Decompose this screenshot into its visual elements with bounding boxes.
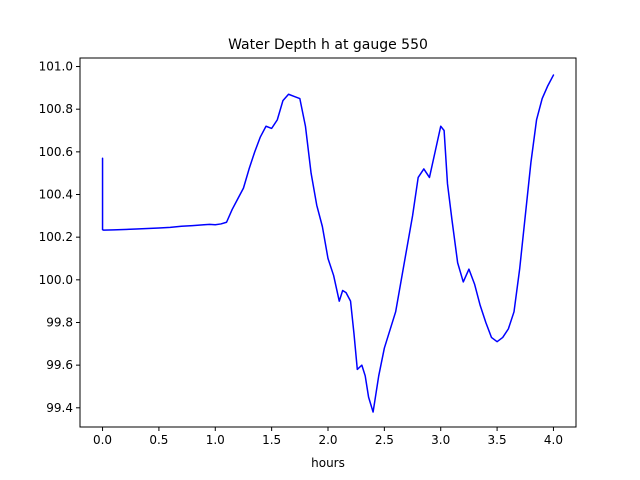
series-line bbox=[101, 74, 555, 413]
x-tick-label: 4.0 bbox=[544, 433, 563, 447]
y-tick-label: 100.8 bbox=[39, 102, 73, 116]
x-tick-label: 3.0 bbox=[431, 433, 450, 447]
x-tick-label: 2.5 bbox=[375, 433, 394, 447]
x-tick-label: 3.5 bbox=[488, 433, 507, 447]
plot-area bbox=[101, 74, 555, 413]
y-tick-label: 101.0 bbox=[39, 60, 73, 74]
y-tick-label: 100.4 bbox=[39, 188, 73, 202]
x-tick-label: 1.5 bbox=[262, 433, 281, 447]
y-tick-label: 100.0 bbox=[39, 273, 73, 287]
x-tick-label: 0.0 bbox=[93, 433, 112, 447]
y-tick-label: 99.8 bbox=[46, 315, 73, 329]
plot-frame bbox=[79, 57, 577, 428]
chart-title: Water Depth h at gauge 550 bbox=[228, 37, 428, 53]
y-axis-ticks: 99.4 99.6 99.8 100.0 100.2 100.4 100.6 100.8 101… bbox=[39, 60, 80, 415]
x-axis-label: hours bbox=[311, 456, 345, 470]
x-tick-label: 2.0 bbox=[318, 433, 337, 447]
y-tick-label: 99.4 bbox=[46, 401, 73, 415]
y-tick-label: 100.6 bbox=[39, 145, 73, 159]
x-tick-label: 1.0 bbox=[206, 433, 225, 447]
x-axis-ticks: 0.0 0.5 1.0 1.5 2.0 2.5 3.0 3.5 4.0 bbox=[93, 427, 563, 447]
y-tick-label: 99.6 bbox=[46, 358, 73, 372]
y-tick-label: 100.2 bbox=[39, 230, 73, 244]
x-tick-label: 0.5 bbox=[149, 433, 168, 447]
